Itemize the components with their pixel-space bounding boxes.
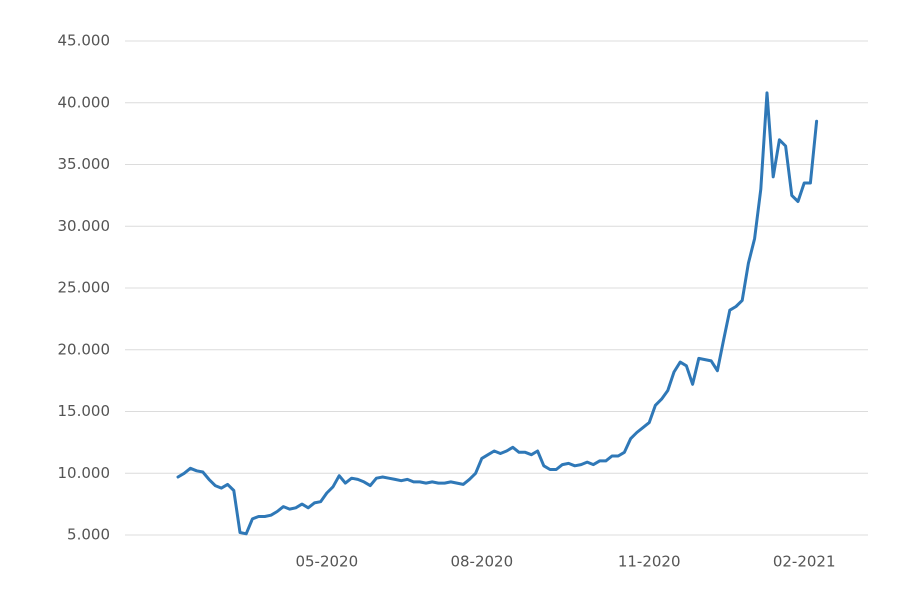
y-tick-label: 5.000 [67,526,110,544]
y-tick-label: 40.000 [58,93,111,111]
y-tick-label: 45.000 [58,32,111,50]
y-tick-label: 20.000 [58,340,111,358]
y-tick-label: 10.000 [58,464,111,482]
x-tick-label: 05-2020 [295,553,358,571]
y-tick-label: 15.000 [58,402,111,420]
x-tick-label: 11-2020 [618,553,681,571]
x-tick-label: 08-2020 [450,553,513,571]
price-line [176,91,819,536]
x-tick-label: 02-2021 [773,553,836,571]
y-tick-label: 35.000 [58,155,111,173]
y-tick-label: 30.000 [58,217,111,235]
y-tick-label: 25.000 [58,279,111,297]
